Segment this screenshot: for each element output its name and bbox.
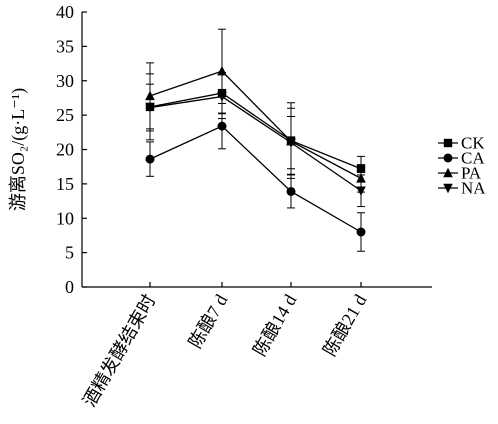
data-point-na xyxy=(217,92,227,102)
data-point-na xyxy=(356,186,366,196)
series-ca xyxy=(145,102,366,252)
data-point-ca xyxy=(356,227,366,237)
x-category-label: 酒精发酵结束时 xyxy=(79,291,159,410)
data-point-ca xyxy=(145,154,155,164)
legend-item-ck: CK xyxy=(438,134,485,153)
data-point-pa xyxy=(217,65,227,76)
series-line-pa xyxy=(149,70,362,179)
data-point-ca xyxy=(217,121,227,131)
series-line-na xyxy=(149,95,362,192)
x-category-label: 陈酿21 d xyxy=(319,291,370,359)
y-axis-title: 游离SO₂/(g·L⁻¹) xyxy=(8,88,29,211)
legend-label-na: NA xyxy=(461,179,486,198)
legend-marker-ca xyxy=(443,153,453,163)
axes xyxy=(81,12,432,288)
y-tick-label: 35 xyxy=(56,36,74,56)
legend-marker-pa xyxy=(443,167,453,178)
legend-marker-ck xyxy=(443,138,453,148)
series-line-ck xyxy=(149,92,362,170)
data-point-na xyxy=(286,138,296,148)
legend-label-pa: PA xyxy=(461,164,482,183)
series-na xyxy=(145,74,366,208)
y-tick-label: 40 xyxy=(56,2,74,22)
series-layer xyxy=(145,28,366,252)
data-point-na xyxy=(145,103,155,113)
y-tick-label: 30 xyxy=(56,71,74,91)
x-category-label: 陈酿7 d xyxy=(185,291,232,352)
legend-label-ca: CA xyxy=(461,149,485,168)
data-point-ca xyxy=(286,186,296,196)
y-tick-label: 5 xyxy=(65,243,74,263)
y-tick-label: 25 xyxy=(56,105,74,125)
legend-item-pa: PA xyxy=(438,164,482,183)
legend-item-ca: CA xyxy=(438,149,485,168)
y-tick-label: 0 xyxy=(65,277,74,297)
y-tick-label: 20 xyxy=(56,140,74,160)
y-ticks: 0 5 10 15 20 25 30 35 40 xyxy=(56,2,87,297)
y-tick-label: 15 xyxy=(56,174,74,194)
x-ticks: 酒精发酵结束时 陈酿7 d 陈酿14 d 陈酿21 d xyxy=(79,282,370,410)
series-line-ca xyxy=(149,125,362,233)
legend-label-ck: CK xyxy=(461,134,485,153)
legend-marker-na xyxy=(443,183,453,194)
legend-item-na: NA xyxy=(438,179,486,198)
series-ck xyxy=(145,72,366,182)
series-pa xyxy=(145,28,366,193)
x-category-label: 陈酿14 d xyxy=(249,291,300,359)
y-tick-label: 10 xyxy=(56,208,74,228)
